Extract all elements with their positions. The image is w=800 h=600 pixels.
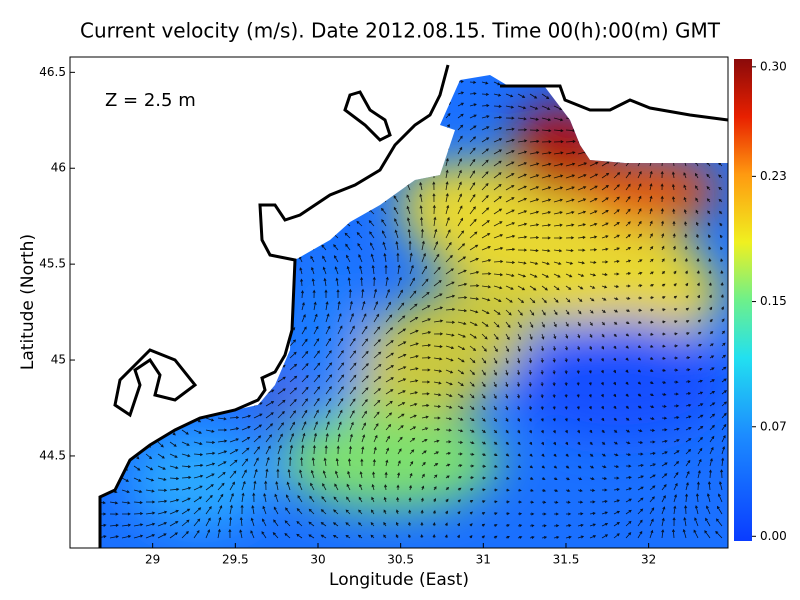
plot-frame <box>69 56 729 549</box>
colorbar-tick-label: 0.00 <box>760 529 787 543</box>
x-tick-label: 30.5 <box>387 553 414 567</box>
y-tick-label: 45.5 <box>39 257 66 271</box>
colorbar-tick-label: 0.07 <box>760 419 787 433</box>
axes: 29 29.5 30 30.5 31 31.5 32 46.5 46 45.5 45 44.5 0.30… <box>39 59 786 566</box>
coastline <box>98 64 729 548</box>
x-axis-label: Longitude (East) <box>329 570 469 590</box>
x-tick-label: 30 <box>310 553 325 567</box>
y-tick-label: 45 <box>51 353 66 367</box>
colorbar-tick-label: 0.15 <box>760 294 787 308</box>
y-tick-label: 46.5 <box>39 65 66 79</box>
x-tick-label: 29.5 <box>222 553 249 567</box>
velocity-field <box>100 75 728 548</box>
colorbar <box>734 59 752 541</box>
colorbar-tick-label: 0.23 <box>760 169 787 183</box>
y-axis-label: Latitude (North) <box>18 234 38 370</box>
colorbar-tick-label: 0.30 <box>760 59 787 73</box>
x-tick-label: 32 <box>641 553 656 567</box>
x-tick-label: 29 <box>145 553 160 567</box>
y-tick-label: 46 <box>51 161 66 175</box>
depth-annotation: Z = 2.5 m <box>105 90 196 111</box>
x-tick-label: 31.5 <box>553 553 580 567</box>
x-tick-label: 31 <box>476 553 491 567</box>
title: Current velocity (m/s). Date 2012.08.15.… <box>80 19 721 43</box>
y-tick-label: 44.5 <box>39 448 66 462</box>
